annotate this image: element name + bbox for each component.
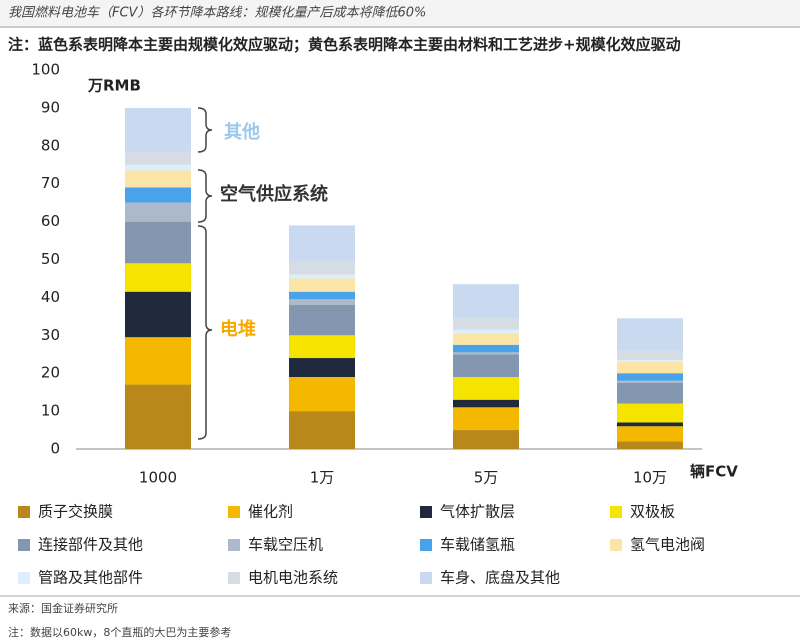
title-band <box>0 0 800 26</box>
legend-label: 电机电池系统 <box>248 569 338 587</box>
bar-segment <box>453 430 519 449</box>
bar-segment <box>617 373 683 381</box>
bar-segment <box>617 426 683 442</box>
bar-segment <box>289 261 355 275</box>
annotation: 其他 <box>224 121 260 143</box>
x-tick-label: 1万 <box>310 469 335 487</box>
legend-swatch <box>228 572 240 584</box>
y-tick-label: 100 <box>31 61 60 79</box>
brace <box>197 107 213 153</box>
bar-segment <box>125 187 191 203</box>
y-tick-label: 40 <box>41 288 60 306</box>
bar-segment <box>453 407 519 431</box>
y-tick-label: 0 <box>50 440 60 458</box>
bar-segment <box>453 376 519 400</box>
legend-label: 质子交换膜 <box>38 503 113 521</box>
y-tick-label: 20 <box>41 364 60 382</box>
bar-segment <box>289 291 355 300</box>
legend-swatch <box>420 506 432 518</box>
legend-label: 双极板 <box>630 503 675 521</box>
legend-swatch <box>420 572 432 584</box>
legend-swatch <box>228 506 240 518</box>
bar-segment <box>289 304 355 336</box>
bar-segment <box>453 333 519 345</box>
bar-segment <box>617 318 683 351</box>
source: 来源：国金证券研究所 <box>8 601 118 615</box>
legend-label: 管路及其他部件 <box>38 569 143 587</box>
bar-segment <box>125 221 191 264</box>
bar-segment <box>453 318 519 330</box>
bar-segment <box>125 151 191 165</box>
brace <box>197 169 213 223</box>
bar-segment <box>617 380 683 383</box>
bar-segment <box>125 170 191 188</box>
bar-segment <box>289 299 355 305</box>
y-tick-label: 90 <box>41 98 60 116</box>
bar-segment <box>289 335 355 359</box>
bar-segment <box>453 329 519 334</box>
bar-segment <box>453 284 519 319</box>
bar-segment <box>289 274 355 279</box>
legend-swatch <box>420 539 432 551</box>
legend-swatch <box>18 539 30 551</box>
x-axis-label: 辆FCV <box>690 463 738 481</box>
bar-segment <box>289 278 355 292</box>
bar-segment <box>453 344 519 353</box>
legend-label: 车身、底盘及其他 <box>440 569 560 587</box>
bar-segment <box>617 422 683 427</box>
y-tick-label: 10 <box>41 402 60 420</box>
annotation: 空气供应系统 <box>220 183 328 205</box>
bar-segment <box>125 291 191 338</box>
bar-segment <box>617 382 683 404</box>
annotation: 电堆 <box>220 318 256 340</box>
bar-segment <box>125 337 191 385</box>
legend-label: 催化剂 <box>248 503 293 521</box>
bar-segment <box>125 107 191 152</box>
bar-segment <box>453 352 519 355</box>
legend-label: 气体扩散层 <box>440 503 515 521</box>
bar-segment <box>125 384 191 449</box>
x-tick-label: 5万 <box>474 469 499 487</box>
y-tick-label: 30 <box>41 326 60 344</box>
bar-segment <box>617 350 683 360</box>
subtitle: 注：蓝色系表明降本主要由规模化效应驱动；黄色系表明降本主要由材料和工艺进步+规模… <box>8 36 681 54</box>
legend-label: 车载储氢瓶 <box>440 536 515 554</box>
y-tick-label: 50 <box>41 250 60 268</box>
bar-segment <box>289 376 355 412</box>
bar-segment <box>617 403 683 423</box>
legend-label: 连接部件及其他 <box>38 536 143 554</box>
bar-segment <box>125 164 191 171</box>
bar-segment <box>125 202 191 222</box>
footnote: 注：数据以60kw，8个直瓶的大巴为主要参考 <box>8 625 231 639</box>
bar-segment <box>453 354 519 377</box>
bar-segment <box>289 225 355 262</box>
legend-label: 车载空压机 <box>248 536 323 554</box>
bar-segment <box>617 441 683 449</box>
y-tick-label: 70 <box>41 174 60 192</box>
legend-swatch <box>610 506 622 518</box>
bar-segment <box>617 361 683 374</box>
legend-swatch <box>228 539 240 551</box>
x-tick-label: 10万 <box>633 469 667 487</box>
y-tick-label: 60 <box>41 212 60 230</box>
chart-title: 我国燃料电池车（FCV）各环节降本路线：规模化量产后成本将降低60% <box>8 5 426 21</box>
y-tick-label: 80 <box>41 136 60 154</box>
bar-segment <box>289 358 355 377</box>
brace <box>197 225 213 440</box>
bar-segment <box>289 411 355 449</box>
y-axis-label: 万RMB <box>87 77 141 95</box>
legend-swatch <box>610 539 622 551</box>
legend-label: 氢气电池阀 <box>630 536 705 554</box>
bar-segment <box>453 399 519 408</box>
bar-segment <box>125 263 191 292</box>
legend-swatch <box>18 506 30 518</box>
bar-segment <box>617 359 683 362</box>
legend-swatch <box>18 572 30 584</box>
x-tick-label: 1000 <box>139 469 177 487</box>
